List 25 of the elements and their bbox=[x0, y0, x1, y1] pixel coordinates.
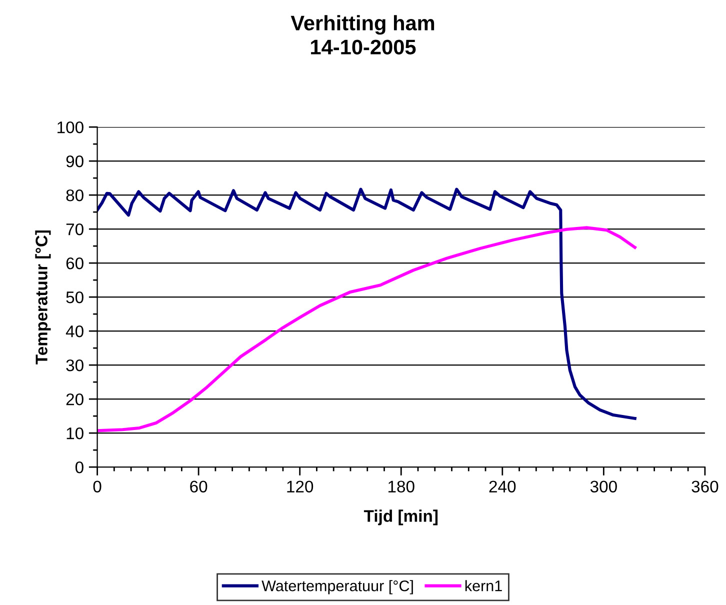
y-tick-label: 90 bbox=[66, 155, 84, 168]
y-tick-label: 30 bbox=[66, 359, 84, 372]
y-tick-label: 10 bbox=[66, 427, 84, 440]
legend-label: kern1 bbox=[465, 580, 502, 592]
x-tick-label: 0 bbox=[93, 480, 102, 492]
line-series bbox=[97, 188, 636, 420]
x-tick-label: 180 bbox=[388, 480, 414, 492]
y-axis-title: Temperatuur [°C] bbox=[35, 230, 51, 364]
y-tick-label: 40 bbox=[66, 325, 84, 338]
x-tick-label: 300 bbox=[590, 480, 617, 492]
chart-title: Verhitting ham 14-10-2005 bbox=[290, 15, 434, 54]
y-tick-label: 0 bbox=[75, 461, 84, 474]
x-tick-label: 120 bbox=[287, 480, 314, 492]
legend-label: Watertemperatuur [°C] bbox=[262, 580, 413, 594]
y-tick-label: 80 bbox=[66, 189, 84, 202]
line-series bbox=[97, 226, 636, 432]
y-tick-label: 50 bbox=[66, 291, 84, 304]
y-tick-label: 60 bbox=[66, 257, 84, 270]
y-tick-label: 100 bbox=[58, 121, 84, 134]
x-tick-label: 240 bbox=[489, 480, 516, 492]
x-tick-label: 360 bbox=[692, 480, 718, 492]
y-tick-label: 20 bbox=[66, 393, 84, 406]
x-tick-label: 60 bbox=[190, 480, 208, 492]
y-tick-label: 70 bbox=[66, 223, 84, 236]
x-axis-title: Tijd [min] bbox=[364, 510, 438, 526]
